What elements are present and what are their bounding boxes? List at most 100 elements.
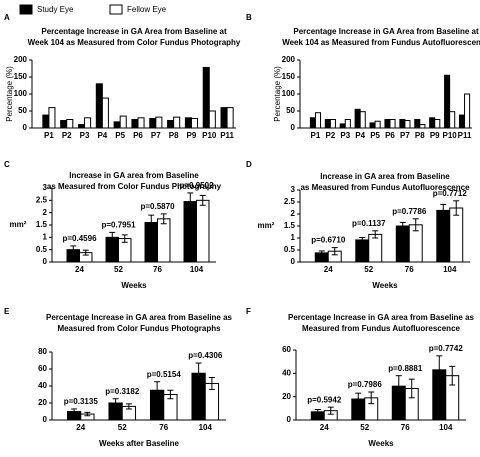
bar	[355, 239, 370, 263]
y-tick-label: 150	[14, 72, 28, 81]
x-axis-label: Weeks	[121, 281, 147, 290]
x-tick-label: P9	[430, 131, 440, 140]
bar	[324, 119, 331, 129]
bar	[77, 124, 86, 129]
x-tick-label: P6	[133, 131, 143, 140]
x-tick-label: P8	[169, 131, 179, 140]
p-value: p=0.7986	[348, 380, 383, 389]
y-tick-label: 20	[38, 398, 47, 407]
y-tick-label: 200	[14, 55, 28, 64]
x-tick-label: P10	[202, 131, 217, 140]
bar	[48, 107, 56, 129]
p-value: p=0.7742	[429, 344, 464, 353]
p-value: p=0.9502	[179, 181, 214, 190]
x-tick-label: P2	[325, 131, 335, 140]
bar	[226, 107, 234, 129]
x-tick-label: 52	[364, 265, 373, 274]
bar	[395, 225, 410, 263]
bar	[399, 119, 406, 129]
bar	[119, 115, 127, 129]
y-tick-label: 2	[43, 208, 48, 217]
bar	[414, 119, 421, 129]
x-tick-label: 52	[114, 265, 123, 274]
y-tick-label: 3	[291, 185, 296, 194]
bar	[419, 124, 426, 129]
y-tick-label: 40	[282, 368, 291, 377]
x-tick-label: 104	[439, 423, 453, 432]
bar	[389, 119, 396, 129]
y-tick-label: 50	[286, 106, 295, 115]
bar	[464, 93, 471, 129]
p-value: p=0.3135	[64, 397, 99, 406]
chart-title: Measured from Fundus Autofluorescence	[302, 324, 461, 333]
y-tick-label: 100	[282, 89, 296, 98]
legend-label: Study Eye	[37, 5, 74, 14]
x-axis-label: Weeks after Baseline	[99, 439, 179, 448]
y-tick-label: 0.5	[284, 245, 296, 254]
y-tick-label: 0	[43, 415, 48, 424]
y-axis-label: Percentage (%)	[5, 66, 14, 122]
y-tick-label: 60	[282, 345, 291, 354]
bar	[190, 117, 199, 129]
bar	[137, 117, 145, 129]
y-tick-label: 100	[14, 89, 28, 98]
x-tick-label: 76	[159, 423, 168, 432]
bar	[449, 111, 456, 129]
bar	[101, 97, 109, 129]
bar	[202, 66, 210, 129]
chart-title: as Measured from Fundus Autofluorescence	[300, 183, 470, 192]
x-tick-label: 24	[76, 423, 85, 432]
y-tick-label: 80	[38, 347, 47, 356]
p-value: p=0.4596	[62, 234, 97, 243]
bar	[184, 117, 192, 129]
p-value: p=0.7786	[392, 207, 427, 216]
x-tick-label: P4	[97, 131, 107, 140]
p-value: p=0.5870	[140, 202, 175, 211]
x-tick-label: 24	[320, 423, 329, 432]
bar	[157, 218, 171, 263]
bar	[84, 117, 92, 129]
x-tick-label: P10	[443, 131, 458, 140]
y-tick-label: 0	[287, 415, 292, 424]
p-value: p=0.4306	[188, 351, 223, 360]
y-tick-label: 1	[291, 233, 296, 242]
p-value: p=0.5154	[147, 370, 182, 379]
bar	[173, 116, 181, 129]
x-tick-label: P7	[400, 131, 410, 140]
chart-title: Week 104 as Measured from Color Fundus P…	[28, 38, 241, 47]
y-tick-label: 2	[291, 209, 296, 218]
x-tick-label: P7	[151, 131, 161, 140]
x-tick-label: P6	[385, 131, 395, 140]
x-tick-label: 104	[190, 265, 204, 274]
y-tick-label: 50	[18, 106, 27, 115]
bar	[429, 117, 436, 129]
x-tick-label: P5	[115, 131, 125, 140]
bar	[384, 119, 391, 129]
bar	[314, 112, 322, 129]
chart-title: Measured from Color Fundus Photographs	[57, 324, 221, 333]
bar	[196, 199, 210, 263]
legend-swatch	[109, 4, 123, 15]
bar	[339, 123, 346, 129]
x-tick-label: P1	[311, 131, 321, 140]
chart-title: Percentage Increase in GA area from Base…	[46, 313, 233, 322]
x-tick-label: 76	[401, 423, 410, 432]
x-axis-label: Weeks	[368, 439, 394, 448]
y-tick-label: 40	[38, 381, 47, 390]
x-tick-label: P11	[458, 131, 472, 140]
y-tick-label: 60	[38, 364, 47, 373]
bar	[208, 110, 216, 129]
bar	[66, 119, 74, 129]
y-tick-label: 0.5	[36, 245, 48, 254]
y-axis-label: Percentage (%)	[273, 66, 282, 122]
x-tick-label: P5	[370, 131, 380, 140]
legend-swatch	[19, 4, 33, 15]
chart-title: Increase in GA area from Baseline	[69, 171, 199, 180]
p-value: p=0.5942	[307, 395, 342, 404]
y-tick-label: 0	[291, 257, 296, 266]
y-tick-label: 20	[282, 392, 291, 401]
panel-letter: C	[4, 160, 10, 169]
y-tick-label: 0	[23, 123, 28, 132]
y-tick-label: 1.5	[284, 221, 296, 230]
bar	[220, 107, 228, 129]
